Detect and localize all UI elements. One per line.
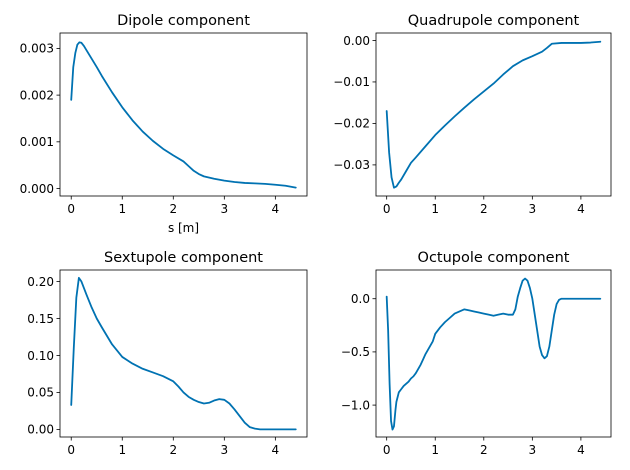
- sextupole-xtick-label: 4: [272, 443, 280, 457]
- quadrupole-xtick-label: 3: [529, 202, 537, 216]
- octupole-ytick-label: −1.0: [341, 398, 370, 412]
- octupole-title: Octupole component: [418, 250, 570, 266]
- dipole-xtick-label: 1: [118, 202, 126, 216]
- sextupole-xtick-label: 3: [221, 443, 229, 457]
- sextupole-xtick-label: 0: [67, 443, 75, 457]
- quadrupole-xtick-label: 1: [431, 202, 439, 216]
- dipole-ytick-label: 0.000: [20, 182, 54, 196]
- sextupole-xtick-label: 1: [118, 443, 126, 457]
- quadrupole-xtick-label: 4: [577, 202, 585, 216]
- sextupole-ytick-label: 0.15: [27, 312, 54, 326]
- dipole-axes-frame: [59, 32, 308, 197]
- dipole-xtick-label: 3: [221, 202, 229, 216]
- sextupole-axes-frame: [59, 269, 308, 438]
- subplot-quadrupole: 0 1 2 3 4 0.00 −0.01 −0.02 −0.03 Quadrupole compo…: [333, 13, 612, 216]
- dipole-series-line: [70, 41, 297, 189]
- dipole-xtick-label: 2: [169, 202, 177, 216]
- quadrupole-axes-frame: [375, 32, 612, 197]
- octupole-ytick-label: 0.0: [351, 292, 370, 306]
- octupole-xtick-label: 0: [383, 443, 391, 457]
- quadrupole-title: Quadrupole component: [408, 13, 580, 29]
- sextupole-ytick-label: 0.10: [27, 349, 54, 363]
- quadrupole-ytick-label: −0.01: [333, 75, 370, 89]
- dipole-xtick-label: 4: [272, 202, 280, 216]
- dipole-ytick-label: 0.001: [20, 135, 54, 149]
- dipole-title: Dipole component: [117, 13, 250, 29]
- sextupole-xtick-label: 2: [169, 443, 177, 457]
- sextupole-series-line: [70, 276, 297, 431]
- octupole-xtick-label: 2: [480, 443, 488, 457]
- octupole-xtick-label: 4: [577, 443, 585, 457]
- sextupole-title: Sextupole component: [104, 250, 263, 266]
- quadrupole-xtick-label: 0: [383, 202, 391, 216]
- octupole-ytick-label: −0.5: [341, 345, 370, 359]
- quadrupole-ytick-label: −0.03: [333, 158, 370, 172]
- sextupole-ytick-label: 0.20: [27, 275, 54, 289]
- dipole-ytick-label: 0.002: [20, 88, 54, 102]
- quadrupole-ytick-label: 0.00: [343, 34, 370, 48]
- dipole-ytick-label: 0.003: [20, 42, 54, 56]
- subplot-dipole: 0 1 2 3 4 0.000 0.001 0.002 0.003 Dipole componen…: [20, 13, 308, 235]
- octupole-xtick-label: 3: [529, 443, 537, 457]
- sextupole-ytick-label: 0.00: [27, 423, 54, 437]
- dipole-xtick-label: 0: [67, 202, 75, 216]
- quadrupole-ytick-label: −0.02: [333, 117, 370, 131]
- octupole-xtick-label: 1: [431, 443, 439, 457]
- subplot-sextupole: 0 1 2 3 4 0.00 0.05 0.10 0.15 0.20 Sextupole compo…: [27, 250, 308, 457]
- quadrupole-series-line: [385, 40, 602, 189]
- octupole-axes-frame: [375, 269, 612, 438]
- dipole-xlabel: s [m]: [168, 221, 199, 235]
- quadrupole-xtick-label: 2: [480, 202, 488, 216]
- octupole-series-line: [385, 277, 602, 431]
- sextupole-ytick-label: 0.05: [27, 386, 54, 400]
- subplot-octupole: 0 1 2 3 4 0.0 −0.5 −1.0 Octupole component: [341, 250, 612, 457]
